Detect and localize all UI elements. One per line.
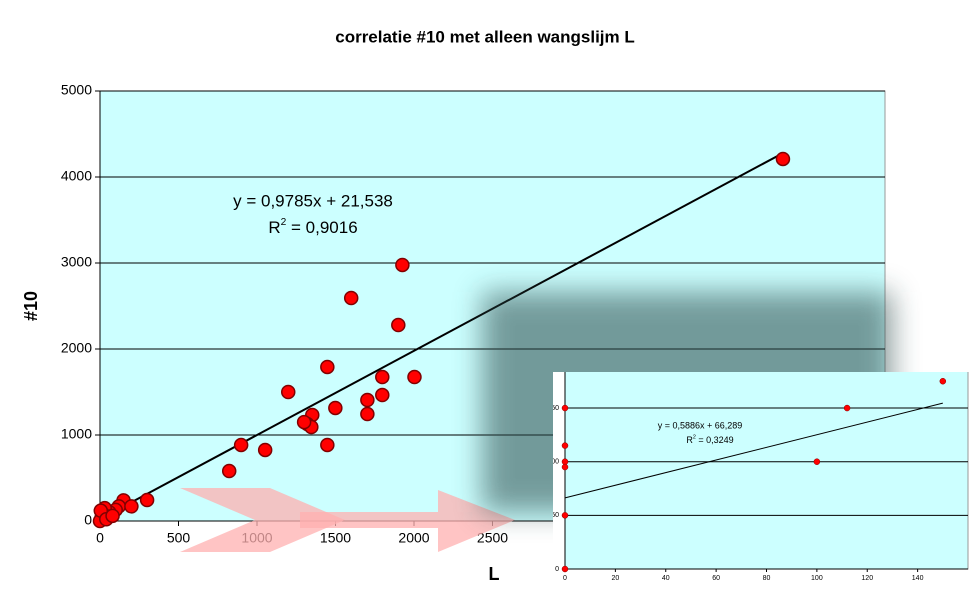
point xyxy=(775,151,791,167)
point xyxy=(139,492,155,508)
point xyxy=(124,499,139,514)
x-tick-label: 100 xyxy=(811,575,823,582)
trend-equation: y = 0,5886x + 66,289 xyxy=(658,420,743,430)
y-tick-label: 0 xyxy=(84,512,92,528)
chart-title: correlatie #10 met alleen wangslijm L xyxy=(335,27,635,46)
x-axis-label: L xyxy=(489,564,500,584)
r2-value: = 0,3249 xyxy=(696,435,734,445)
y-tick-label: 150 xyxy=(547,405,559,412)
point xyxy=(375,369,390,385)
r2-value: = 0,9016 xyxy=(286,218,357,237)
point xyxy=(105,508,120,524)
point xyxy=(561,512,569,519)
x-tick-label: 1500 xyxy=(320,529,351,545)
x-tick-label: 40 xyxy=(662,575,670,582)
point xyxy=(257,442,273,458)
point xyxy=(939,377,947,385)
point xyxy=(391,317,406,333)
y-tick-label: 50 xyxy=(551,512,559,519)
point xyxy=(233,437,249,453)
arrow xyxy=(180,488,345,552)
point xyxy=(395,257,410,273)
point xyxy=(561,463,569,471)
point xyxy=(843,404,851,412)
x-tick-label: 0 xyxy=(563,575,567,582)
x-tick-label: 20 xyxy=(611,575,619,582)
r2-sup: 2 xyxy=(693,435,696,441)
r-squared: R2 = 0,9016 xyxy=(268,217,357,238)
trendline xyxy=(99,152,784,521)
point xyxy=(320,359,335,375)
arrow xyxy=(300,490,515,552)
x-tick-label: 2000 xyxy=(398,529,429,545)
x-tick-label: 0 xyxy=(96,529,104,545)
point xyxy=(280,384,296,400)
point xyxy=(221,463,237,479)
point xyxy=(813,458,821,465)
r2-sup: 2 xyxy=(281,217,287,228)
point xyxy=(561,565,569,573)
trendline xyxy=(564,402,943,499)
x-tick-label: 2500 xyxy=(477,529,508,545)
point xyxy=(561,442,569,449)
y-tick-label: 1000 xyxy=(61,426,92,442)
x-tick-label: 500 xyxy=(167,529,191,545)
y-tick-label: 2000 xyxy=(61,340,92,356)
point xyxy=(561,404,569,412)
r2-prefix: R xyxy=(686,435,693,445)
point xyxy=(343,290,359,306)
y-tick-label: 0 xyxy=(555,566,559,573)
plot-area xyxy=(564,372,969,570)
r-squared: R2 = 0,3249 xyxy=(686,435,733,446)
inset-chart: 0 50 100 150 0 20 40 60 80 100 120 140 y = 0,5886x +… xyxy=(547,372,969,582)
y-axis-label: #10 xyxy=(21,291,41,321)
y-tick-label: 100 xyxy=(547,459,559,466)
trend-equation: y = 0,9785x + 21,538 xyxy=(233,191,393,210)
point xyxy=(296,414,312,430)
point xyxy=(360,406,375,422)
y-tick-label: 5000 xyxy=(61,82,92,98)
x-tick-label: 80 xyxy=(763,575,771,582)
r2-prefix: R xyxy=(268,218,280,237)
point xyxy=(320,437,335,453)
x-tick-label: 140 xyxy=(912,575,924,582)
point xyxy=(407,369,422,385)
x-tick-label: 60 xyxy=(712,575,720,582)
point xyxy=(360,392,375,408)
point xyxy=(375,387,390,403)
point xyxy=(561,458,569,465)
y-tick-label: 4000 xyxy=(61,168,92,184)
x-tick-label: 120 xyxy=(861,575,873,582)
y-tick-label: 3000 xyxy=(61,254,92,270)
point xyxy=(328,400,343,416)
